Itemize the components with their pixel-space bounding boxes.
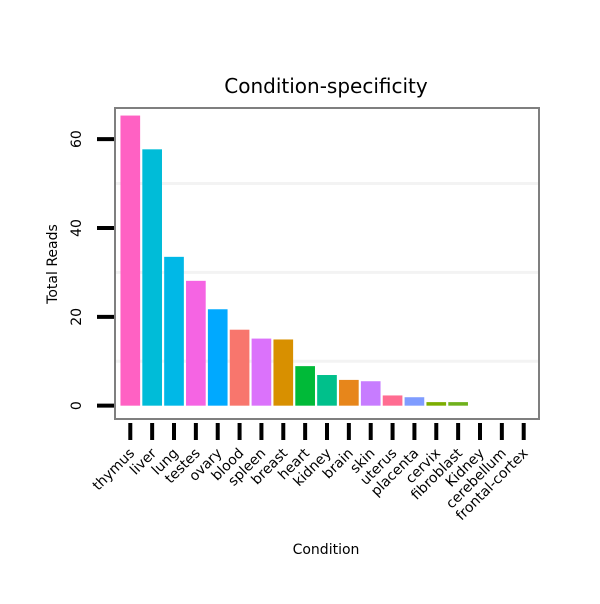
bar-liver xyxy=(142,149,162,406)
y-axis-label: Total Reads xyxy=(45,224,61,305)
bar-blood xyxy=(229,329,250,406)
y-tick-label: 40 xyxy=(69,219,85,237)
bar-fibroblast xyxy=(448,402,468,406)
bar-breast xyxy=(273,339,294,406)
y-tick-label: 0 xyxy=(69,401,85,410)
y-tick-label: 20 xyxy=(69,308,85,326)
bar-placenta xyxy=(404,397,425,406)
bar-cervix xyxy=(426,402,447,406)
bars xyxy=(120,115,468,406)
bar-skin xyxy=(360,381,381,406)
bar-lung xyxy=(164,256,184,406)
bar-heart xyxy=(295,366,315,406)
bar-thymus xyxy=(120,115,141,406)
x-axis: thymusliverlungtestesovarybloodspleenbre… xyxy=(90,423,532,524)
x-axis-label: Condition xyxy=(293,542,360,558)
bar-uterus xyxy=(382,395,403,406)
bar-testes xyxy=(186,280,206,406)
y-axis: 0 20 40 60 xyxy=(69,130,114,410)
bar-kidney xyxy=(317,375,337,406)
chart-title: Condition-specificity xyxy=(224,74,428,98)
bar-ovary xyxy=(207,309,228,406)
plot-panel-border xyxy=(114,107,540,420)
y-tick-label: 60 xyxy=(69,130,85,148)
bar-spleen xyxy=(251,338,272,406)
bar-brain xyxy=(339,379,359,406)
